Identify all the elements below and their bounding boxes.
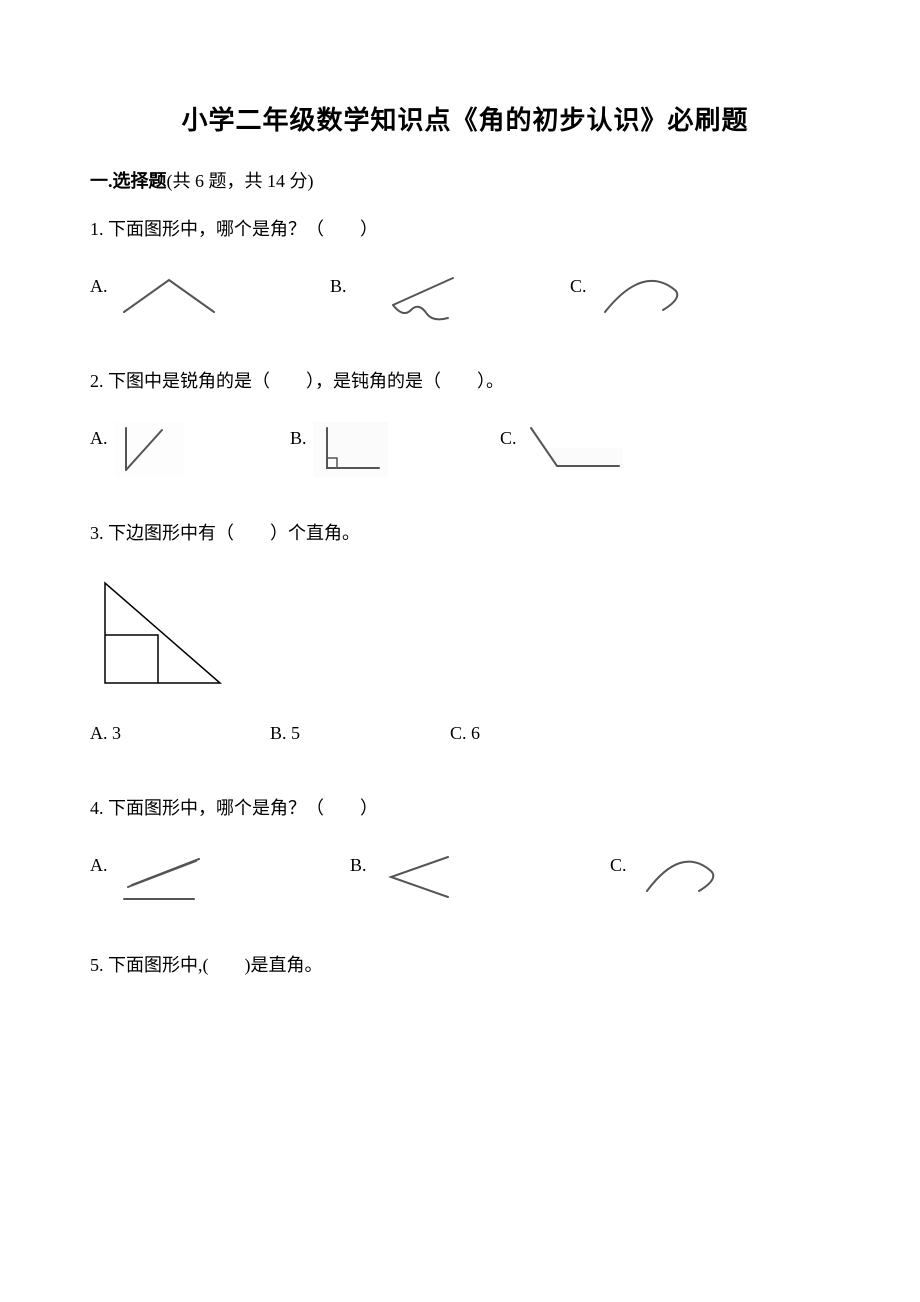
question-3-figure (90, 573, 840, 693)
question-2-text: 2. 下图中是锐角的是（ ），是钝角的是（ ）。 (90, 367, 840, 396)
q3-option-b: B. 5 (270, 723, 450, 744)
q4-b-label: B. (350, 849, 367, 876)
q3-option-c: C. 6 (450, 723, 630, 744)
q2-option-a: A. (90, 422, 290, 477)
open-angle-icon (373, 849, 463, 904)
q2-option-c: C. (500, 422, 700, 477)
q4-option-b: B. (350, 849, 610, 904)
right-angle-icon (313, 422, 388, 477)
q4-c-label: C. (610, 849, 627, 876)
angle-over-line-icon (114, 849, 214, 909)
question-3-text: 3. 下边图形中有（ ）个直角。 (90, 519, 840, 548)
q2-option-b: B. (290, 422, 500, 477)
wavy-angle-icon (353, 270, 463, 325)
section-heading: 一.选择题(共 6 题，共 14 分) (90, 167, 840, 193)
section-name: 选择题 (113, 171, 167, 191)
obtuse-angle-icon (523, 422, 623, 477)
q2-a-label: A. (90, 422, 108, 449)
question-1-text: 1. 下面图形中，哪个是角？（ ） (90, 215, 840, 244)
question-4-text: 4. 下面图形中，哪个是角？（ ） (90, 794, 840, 823)
q1-option-b: B. (330, 270, 570, 325)
q1-c-label: C. (570, 270, 587, 297)
q2-b-label: B. (290, 422, 307, 449)
question-4-options: A. B. C. (90, 849, 840, 909)
question-3-options: A. 3 B. 5 C. 6 (90, 723, 840, 744)
q4-option-c: C. (610, 849, 810, 904)
q1-a-label: A. (90, 270, 108, 297)
section-prefix: 一. (90, 171, 113, 191)
q1-option-c: C. (570, 270, 770, 320)
question-5-text: 5. 下面图形中,( )是直角。 (90, 951, 840, 980)
q2-c-label: C. (500, 422, 517, 449)
page-title: 小学二年级数学知识点《角的初步认识》必刷题 (90, 100, 840, 137)
curved-hook-icon (593, 270, 693, 320)
q1-option-a: A. (90, 270, 330, 320)
q4-a-label: A. (90, 849, 108, 876)
q4-option-a: A. (90, 849, 350, 909)
angle-caret-icon (114, 270, 224, 320)
curved-hook-icon (633, 849, 728, 904)
acute-angle-icon (114, 422, 184, 477)
triangle-with-square-icon (90, 573, 230, 693)
question-2-options: A. B. C. (90, 422, 840, 477)
section-meta: (共 6 题，共 14 分) (167, 171, 314, 191)
q1-b-label: B. (330, 270, 347, 297)
q3-option-a: A. 3 (90, 723, 270, 744)
question-1-options: A. B. C. (90, 270, 840, 325)
